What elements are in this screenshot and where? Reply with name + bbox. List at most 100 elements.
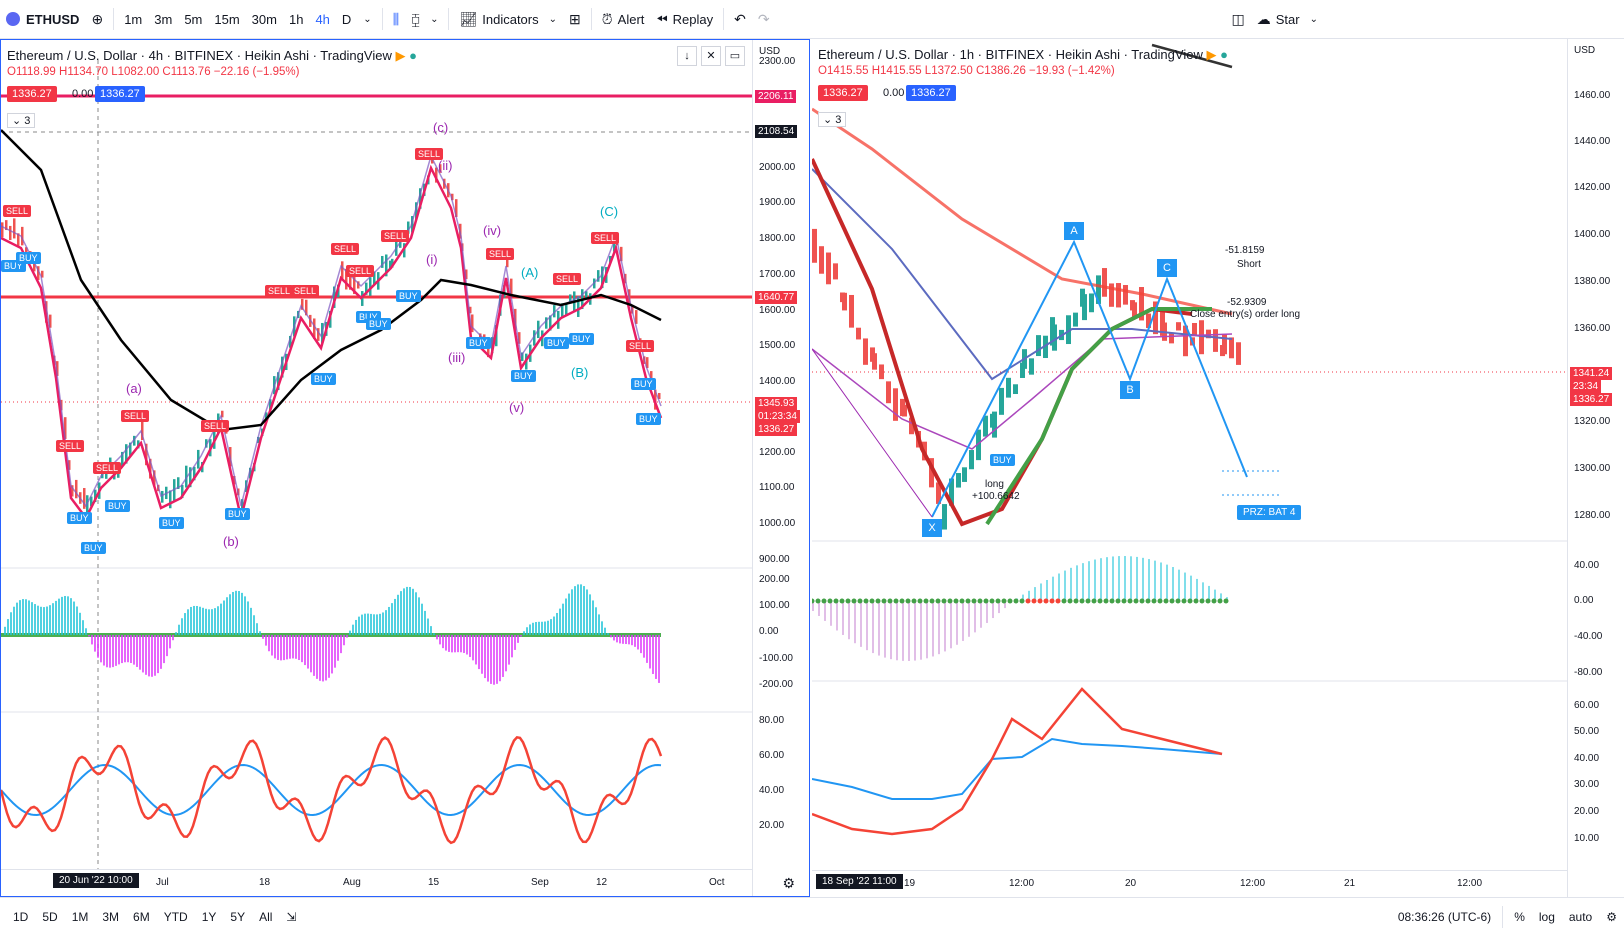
left-collapse-indicators[interactable]: ⌄ 3 (7, 113, 36, 128)
oscillator-bar (82, 620, 84, 635)
rsi-signal-line (1, 764, 662, 816)
oscillator-bar (956, 601, 958, 645)
left-chart-canvas[interactable] (1, 40, 753, 870)
compare-button[interactable]: ⊕ (85, 0, 109, 38)
interval-30m[interactable]: 30m (251, 11, 277, 27)
right-chart-pane[interactable]: Ethereum / U.S. Dollar · 1h · BITFINEX ·… (812, 39, 1624, 897)
price-label: 2000.00 (759, 162, 796, 173)
settings-gear-icon[interactable]: ⚙ (1606, 910, 1617, 924)
range-6m[interactable]: 6M (133, 910, 150, 924)
interval-15m[interactable]: 15m (214, 11, 240, 27)
oscillator-bar (40, 606, 42, 635)
oscillator-bar (61, 596, 63, 635)
oscillator-bar (346, 635, 348, 638)
right-time-axis[interactable]: 19 12:00 20 12:00 21 12:00 18 Sep '22 11:00 (812, 870, 1568, 897)
symbol-search[interactable]: ETHUSD (0, 0, 85, 38)
oscillator-bar (352, 624, 354, 635)
left-currency[interactable]: USD (759, 46, 781, 57)
left-bid-tag[interactable]: 1336.27 (7, 86, 57, 102)
maximize-icon[interactable]: ▭ (725, 46, 745, 66)
candle (68, 460, 71, 470)
interval-4h[interactable]: 4h (315, 11, 330, 27)
interval-1m[interactable]: 1m (124, 11, 143, 27)
oscillator-bar (355, 619, 357, 635)
status-dot-icon: ● (409, 48, 417, 63)
clock[interactable]: 08:36:26 (UTC-6) (1397, 910, 1492, 924)
oscillator-bar (634, 635, 636, 647)
scroll-down-icon[interactable]: ↓ (677, 46, 697, 66)
layout-name-button[interactable]: ☁︎ Star ⌄ (1251, 0, 1324, 38)
oscillator-bar (580, 584, 582, 635)
range-all[interactable]: All (259, 910, 273, 924)
oscillator-dot (1073, 598, 1079, 604)
right-price-axis[interactable]: USD 1460.00 1440.00 1420.00 1400.00 1380.00 1… (1567, 39, 1624, 897)
range-5d[interactable]: 5D (42, 910, 58, 924)
layout-button[interactable]: ◫ (1226, 0, 1251, 38)
left-time-axis[interactable]: Jul 18 Aug 15 Sep 12 Oct 20 Jun '22 10:00 (1, 869, 753, 896)
range-5y[interactable]: 5Y (230, 910, 246, 924)
oscillator-bar (286, 635, 288, 660)
range-3m[interactable]: 3M (102, 910, 120, 924)
right-currency[interactable]: USD (1574, 45, 1596, 56)
oscillator-dot (1025, 598, 1031, 604)
right-bid-tag[interactable]: 1336.27 (818, 85, 868, 101)
candle (71, 485, 74, 497)
oscillator-dot (1205, 598, 1211, 604)
candle (872, 353, 877, 370)
gear-icon[interactable]: ⚙ (782, 875, 795, 891)
candle (185, 465, 188, 488)
interval-d[interactable]: D (341, 11, 352, 27)
chart-type-button[interactable]: ⧮ ⌄ (405, 0, 444, 38)
oscillator-bar (577, 584, 579, 635)
oscillator-bar (1064, 570, 1066, 601)
left-spread: 0.00 (72, 88, 94, 100)
undo-button[interactable]: ↶ (728, 0, 752, 38)
sell-signal-tag: SELL (591, 232, 620, 244)
right-chart-canvas[interactable] (812, 39, 1568, 869)
bar-style-button[interactable]: ⫼ (387, 0, 405, 38)
candle (451, 193, 454, 201)
indicators-button[interactable]: 📈︎ Indicators ⌄ (453, 0, 563, 38)
right-collapse-indicators[interactable]: ⌄ 3 (818, 112, 847, 127)
right-ask-tag[interactable]: 1336.27 (906, 85, 956, 101)
oscillator-bar (496, 635, 498, 684)
date-range-picker[interactable]: ⇲ (279, 910, 303, 924)
oscillator-dot (1091, 598, 1097, 604)
oscillator-bar (866, 601, 868, 651)
range-1y[interactable]: 1Y (201, 910, 217, 924)
last-close-tag: 1336.27 (755, 423, 798, 436)
templates-button[interactable]: ⊞ (563, 0, 587, 38)
left-price-axis[interactable]: USD 2300.00 2000.00 1900.00 1800.00 1700.00 1… (752, 40, 809, 896)
oscillator-bar (526, 627, 528, 635)
oscillator-bar (142, 635, 144, 673)
interval-dropdown[interactable]: ⌄ (357, 0, 377, 38)
interval-5m[interactable]: 5m (184, 11, 203, 27)
oscillator-dot (1079, 598, 1085, 604)
interval-3m[interactable]: 3m (154, 11, 173, 27)
auto-toggle[interactable]: auto (1568, 910, 1593, 924)
left-ask-tag[interactable]: 1336.27 (95, 86, 145, 102)
candle (385, 254, 388, 277)
candle (313, 318, 316, 339)
oscillator-bar (73, 601, 75, 635)
left-chart-pane[interactable]: Ethereum / U.S. Dollar · 4h · BITFINEX ·… (0, 39, 810, 897)
hline-mid-tag: 1640.77 (755, 291, 798, 304)
percent-toggle[interactable]: % (1514, 910, 1525, 924)
oscillator-bar (520, 635, 522, 637)
oscillator-bar (10, 612, 12, 635)
range-ytd[interactable]: YTD (163, 910, 188, 924)
range-1m[interactable]: 1M (71, 910, 89, 924)
replay-button[interactable]: ⏪︎ Replay (650, 0, 719, 38)
log-toggle[interactable]: log (1538, 910, 1555, 924)
alert-button[interactable]: ⏰︎ Alert (596, 0, 651, 38)
redo-button[interactable]: ↷ (752, 0, 776, 38)
interval-1h[interactable]: 1h (288, 11, 304, 27)
oscillator-bar (487, 635, 489, 682)
oscillator-bar (938, 601, 940, 655)
close-icon[interactable]: ✕ (701, 46, 721, 66)
oscillator-label: -80.00 (1574, 667, 1603, 678)
range-1d[interactable]: 1D (13, 910, 29, 924)
candle (569, 294, 572, 303)
buy-signal-tag: BUY (105, 500, 130, 512)
indicators-label: Indicators (482, 11, 539, 27)
